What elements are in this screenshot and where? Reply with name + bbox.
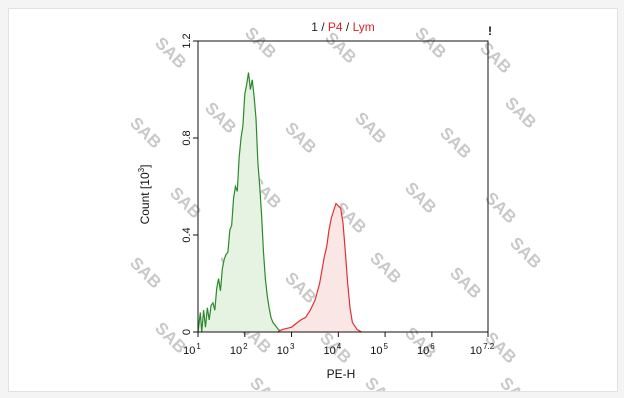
series-fill-1 [198, 72, 283, 333]
x-tick-label: 104 [323, 342, 341, 357]
watermark-text: SAB [201, 98, 240, 137]
y-tick-label: 0.4 [181, 227, 193, 242]
x-tick-label: 106 [417, 342, 435, 357]
watermark-text: SAB [241, 23, 280, 62]
watermark-text: SAB [496, 373, 535, 392]
corner-mark: ! [488, 24, 492, 38]
watermark-text: SAB [361, 373, 400, 392]
watermark-text: SAB [401, 178, 440, 217]
histogram-areas [197, 72, 362, 333]
x-tick-label: 103 [277, 342, 295, 357]
watermark-text: SAB [411, 23, 450, 62]
series-line-2 [277, 202, 362, 333]
x-tick-label: 107.2 [470, 342, 495, 357]
watermark-text: SAB [501, 93, 540, 132]
x-tick-label: 105 [370, 342, 388, 357]
watermark-text: SAB [436, 123, 475, 162]
chart-title: 1 / P4 / Lym [311, 20, 375, 34]
watermark-text: SAB [246, 373, 285, 392]
y-tick-label: 0.8 [181, 130, 193, 145]
watermark-text: SAB [476, 38, 515, 77]
watermark-text: SAB [506, 233, 545, 272]
series-line-1 [197, 72, 283, 333]
x-tick-label: 102 [230, 342, 248, 357]
chart-panel: SAB SAB SAB SAB SAB SAB SAB SAB SAB SAB SAB SAB SAB S… [8, 8, 618, 392]
watermark-text: SAB [481, 188, 520, 227]
watermark-text: SAB [126, 113, 165, 152]
y-tick-label: 1.2 [181, 33, 193, 48]
series-fill-2 [277, 203, 362, 332]
watermark-text: SAB [351, 108, 390, 147]
x-axis-label: PE-H [327, 367, 356, 381]
y-axis-label: Count [103] [137, 165, 152, 225]
y-tick-label: 0 [181, 329, 193, 335]
watermark-text: SAB [166, 183, 205, 222]
watermark-text: SAB [281, 118, 320, 157]
axes [193, 40, 489, 337]
watermark-text: SAB [126, 253, 165, 292]
x-tick-label: 101 [183, 342, 201, 357]
watermark-text: SAB [446, 263, 485, 302]
watermark-text: SAB [366, 248, 405, 287]
plot-frame [197, 40, 489, 333]
watermark-text: SAB [321, 28, 360, 67]
labels: 0 0.4 0.8 1.2 101 102 103 104 105 106 107.2 1 / P4 … [137, 20, 495, 381]
